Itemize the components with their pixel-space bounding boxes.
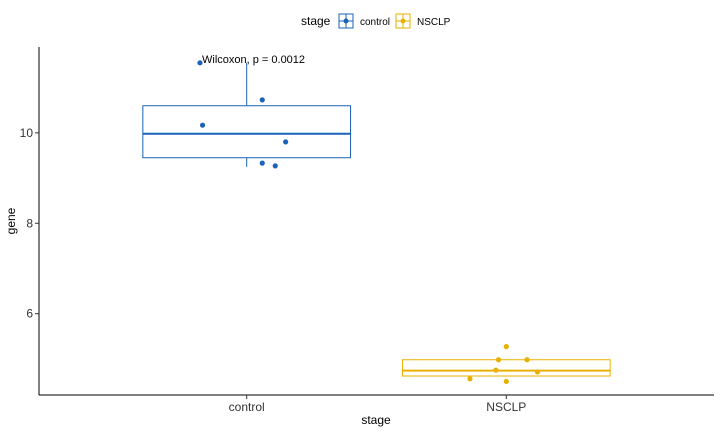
- data-point-nsclp-7: [503, 378, 509, 385]
- legend-key-nsclp: [395, 13, 411, 29]
- legend-key-control-point: [343, 18, 349, 24]
- y-axis-title: gene: [4, 207, 18, 234]
- data-point-control-5: [259, 160, 265, 166]
- x-axis-title: stage: [361, 413, 391, 427]
- data-point-nsclp-1: [503, 344, 509, 350]
- box-control: [142, 105, 352, 159]
- y-tick-label-8: 8: [26, 216, 33, 230]
- data-point-nsclp-6: [467, 376, 473, 382]
- legend: stage control NSCLP: [301, 13, 451, 29]
- wilcoxon-annotation: Wilcoxon, p = 0.0012: [202, 54, 305, 66]
- x-tick-label-nsclp: NSCLP: [486, 400, 526, 414]
- data-point-control-6: [272, 163, 278, 169]
- data-point-nsclp-2: [495, 357, 502, 363]
- legend-key-control: [338, 13, 354, 29]
- box-nsclp: [401, 359, 611, 377]
- data-point-nsclp-3: [524, 357, 530, 363]
- y-tick-label-10: 10: [20, 126, 34, 140]
- points-layer: [197, 60, 541, 385]
- y-tick-label-6: 6: [26, 307, 33, 321]
- legend-label-nsclp: NSCLP: [417, 17, 451, 28]
- data-point-nsclp-5: [534, 369, 541, 375]
- legend-label-control: control: [360, 17, 390, 28]
- y-ticks: 6 8 10: [20, 126, 39, 321]
- data-point-control-3: [259, 97, 265, 103]
- x-tick-label-control: control: [229, 400, 265, 414]
- data-point-control-4: [283, 139, 289, 145]
- data-point-control-2: [199, 122, 206, 128]
- legend-title: stage: [301, 14, 331, 28]
- x-ticks: control NSCLP: [229, 395, 526, 414]
- legend-key-nsclp-point: [400, 18, 406, 24]
- data-point-control-1: [197, 60, 203, 66]
- data-point-nsclp-4: [493, 367, 499, 373]
- boxes-layer: [142, 62, 611, 377]
